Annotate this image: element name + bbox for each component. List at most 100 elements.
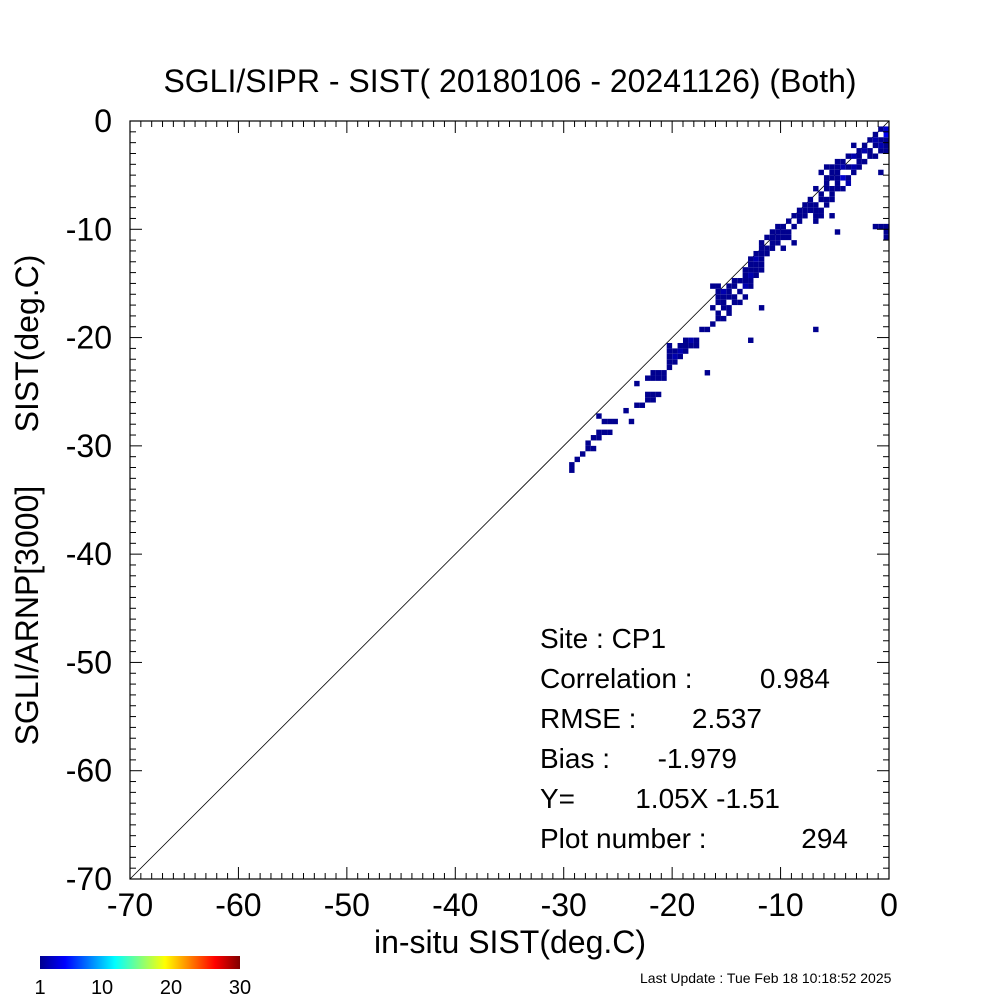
x-tick-label: -10 xyxy=(757,887,803,923)
density-cell xyxy=(720,305,727,311)
density-cell xyxy=(748,278,754,284)
stat-value: 1.05X -1.51 xyxy=(635,783,780,814)
density-cell xyxy=(590,435,597,441)
density-cell xyxy=(829,175,835,181)
density-cell xyxy=(661,370,667,376)
density-cell xyxy=(856,148,862,154)
density-cell xyxy=(878,142,884,149)
density-cell xyxy=(807,196,814,203)
density-cell xyxy=(666,348,673,354)
density-cell xyxy=(867,153,873,159)
density-cell xyxy=(840,185,846,192)
density-cell xyxy=(883,223,889,230)
density-cell xyxy=(791,223,797,230)
density-cell xyxy=(813,326,819,333)
density-cell xyxy=(737,278,743,284)
density-cell xyxy=(720,294,727,300)
statistics-panel: Site : CP1 Correlation : 0.984 RMSE : 2.537 B… xyxy=(540,623,848,854)
density-cell xyxy=(802,207,808,214)
density-cell xyxy=(677,348,683,354)
density-cell xyxy=(818,196,824,203)
density-cell xyxy=(677,353,683,360)
x-tick-label: -60 xyxy=(215,887,261,923)
y-axis-label: SGLI/ARNP[3000] SIST(deg.C) xyxy=(9,255,45,746)
density-cell xyxy=(699,326,705,333)
y-tick-label: -50 xyxy=(66,644,112,680)
density-cell xyxy=(818,213,824,219)
density-cell xyxy=(601,418,608,425)
density-cell xyxy=(758,250,765,257)
density-cell xyxy=(872,137,879,143)
density-cell xyxy=(834,175,841,181)
density-cell xyxy=(726,310,732,316)
density-cell xyxy=(834,180,841,186)
density-cell xyxy=(569,462,575,468)
density-cell xyxy=(655,370,662,376)
density-cell xyxy=(883,148,889,154)
density-cell xyxy=(650,375,656,381)
density-cell xyxy=(883,229,889,235)
density-cell xyxy=(726,283,732,289)
density-cell xyxy=(742,283,749,289)
density-cell xyxy=(607,429,613,436)
density-cell xyxy=(791,240,797,246)
density-cell xyxy=(769,229,776,235)
density-cell xyxy=(710,305,716,311)
density-cell xyxy=(607,418,613,425)
density-cell xyxy=(742,267,749,273)
density-cell xyxy=(796,207,803,214)
density-cell xyxy=(834,158,841,165)
density-cell xyxy=(834,169,841,176)
density-cell xyxy=(845,153,852,159)
density-cell xyxy=(769,234,776,241)
density-cell xyxy=(775,240,781,246)
density-cell xyxy=(666,364,673,371)
density-cell xyxy=(823,180,830,186)
density-cell xyxy=(829,213,835,219)
x-tick-label: -20 xyxy=(649,887,695,923)
stat-label: Plot number : xyxy=(540,823,707,854)
x-tick-label: -50 xyxy=(324,887,370,923)
density-cell xyxy=(845,180,852,186)
density-cell xyxy=(840,175,846,181)
density-cell xyxy=(655,375,662,381)
stat-label: Correlation : xyxy=(540,663,693,694)
density-cell xyxy=(785,229,792,235)
density-cell xyxy=(596,413,602,419)
colorbar: 1 10 20 30 xyxy=(34,956,251,999)
density-cell xyxy=(715,299,721,306)
density-cell xyxy=(775,223,781,230)
density-cell xyxy=(851,164,857,170)
y-tick-label: -30 xyxy=(66,428,112,464)
chart-title: SGLI/SIPR - SIST( 20180106 - 20241126) (… xyxy=(163,63,856,99)
density-cell xyxy=(661,375,667,381)
density-cell xyxy=(785,218,792,224)
density-cell xyxy=(737,299,743,306)
density-cell xyxy=(666,359,673,365)
density-cell xyxy=(813,207,819,214)
density-cell xyxy=(764,250,770,257)
density-cell xyxy=(731,294,738,300)
colorbar-tick-label: 20 xyxy=(160,977,182,999)
density-cell xyxy=(612,418,618,425)
density-cell xyxy=(753,272,759,279)
density-cell xyxy=(829,185,835,192)
density-cell xyxy=(715,294,721,300)
density-cell xyxy=(645,397,651,403)
density-cell xyxy=(851,169,857,176)
density-cell xyxy=(851,153,857,159)
density-cell xyxy=(704,370,711,376)
density-cell xyxy=(785,234,792,241)
density-cell xyxy=(823,175,830,181)
density-cell xyxy=(758,267,765,273)
density-cell xyxy=(579,451,586,457)
stat-label: Y= xyxy=(540,783,575,814)
y-tick-label: 0 xyxy=(94,103,112,139)
density-cell xyxy=(878,148,884,154)
density-cell xyxy=(731,299,738,306)
density-cell xyxy=(645,375,651,381)
density-cell xyxy=(780,245,786,251)
y-tick-label: -40 xyxy=(66,536,112,572)
density-cell xyxy=(829,169,835,176)
